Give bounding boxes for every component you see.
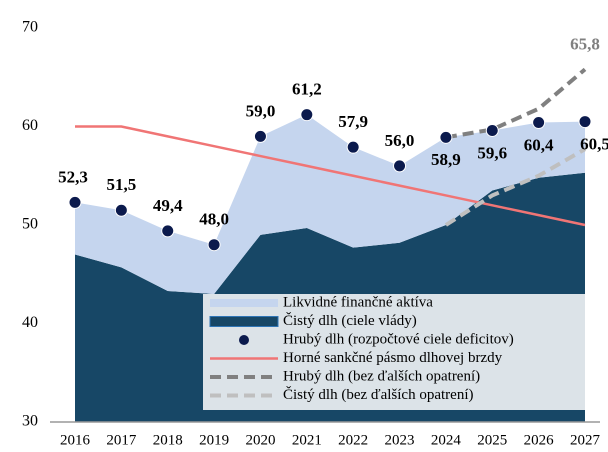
dot bbox=[68, 195, 82, 209]
dot bbox=[393, 159, 407, 173]
y-tick-label: 70 bbox=[22, 19, 38, 36]
legend-symbol bbox=[239, 335, 249, 345]
dot bbox=[161, 224, 175, 238]
data-label: 65,8 bbox=[570, 34, 600, 53]
data-label: 60,5 bbox=[580, 134, 608, 153]
data-label: 52,3 bbox=[58, 167, 88, 186]
dot bbox=[207, 238, 221, 252]
x-tick-label: 2027 bbox=[570, 432, 601, 448]
line bbox=[445, 67, 587, 140]
data-label: 48,0 bbox=[199, 210, 229, 229]
legend-label: Čistý dlh (bez ďalších opatrení) bbox=[283, 386, 473, 403]
legend-label: Likvidné finančné aktíva bbox=[283, 294, 433, 310]
line bbox=[444, 147, 586, 227]
x-tick-label: 2025 bbox=[477, 432, 507, 448]
dot bbox=[114, 203, 128, 217]
dot bbox=[253, 129, 267, 143]
legend-label: Hrubý dlh (rozpočtové ciele deficitov) bbox=[283, 331, 514, 347]
legend-label: Čistý dlh (ciele vlády) bbox=[283, 312, 417, 329]
x-tick-label: 2026 bbox=[524, 432, 555, 448]
area bbox=[75, 114, 585, 294]
x-tick-label: 2019 bbox=[199, 432, 229, 448]
legend-symbol bbox=[209, 316, 279, 327]
data-label: 60,4 bbox=[524, 135, 554, 154]
dot bbox=[485, 123, 499, 137]
data-label: 56,0 bbox=[385, 131, 415, 150]
x-tick-label: 2022 bbox=[338, 432, 368, 448]
x-tick-label: 2016 bbox=[60, 432, 91, 448]
legend: Likvidné finančné aktíva Čistý dlh (ciele… bbox=[203, 294, 587, 410]
dot bbox=[300, 108, 314, 122]
x-tick-label: 2020 bbox=[245, 432, 275, 448]
x-tick-label: 2024 bbox=[431, 432, 462, 448]
y-tick-label: 60 bbox=[22, 117, 38, 134]
x-tick-label: 2023 bbox=[385, 432, 415, 448]
data-label: 59,6 bbox=[477, 143, 507, 162]
x-tick-label: 2021 bbox=[292, 432, 322, 448]
legend-label: Hrubý dlh (bez ďalších opatrení) bbox=[283, 368, 480, 384]
y-tick-label: 30 bbox=[22, 413, 38, 430]
x-tick-label: 2017 bbox=[106, 432, 137, 448]
data-label: 51,5 bbox=[106, 175, 136, 194]
data-label: 58,9 bbox=[431, 150, 461, 169]
legend-label: Horné sankčné pásmo dlhovej brzdy bbox=[283, 350, 503, 366]
data-label: 57,9 bbox=[338, 112, 368, 131]
y-tick-label: 40 bbox=[22, 314, 38, 331]
y-tick-label: 50 bbox=[22, 216, 38, 233]
legend-box bbox=[203, 294, 587, 410]
line bbox=[75, 125, 586, 227]
data-label: 49,4 bbox=[153, 196, 183, 215]
x-tick-label: 2018 bbox=[153, 432, 183, 448]
dot bbox=[532, 116, 546, 130]
dot bbox=[346, 140, 360, 154]
dot bbox=[578, 115, 592, 129]
data-label: 59,0 bbox=[246, 101, 276, 120]
data-label: 61,2 bbox=[292, 80, 322, 99]
dot bbox=[439, 130, 453, 144]
